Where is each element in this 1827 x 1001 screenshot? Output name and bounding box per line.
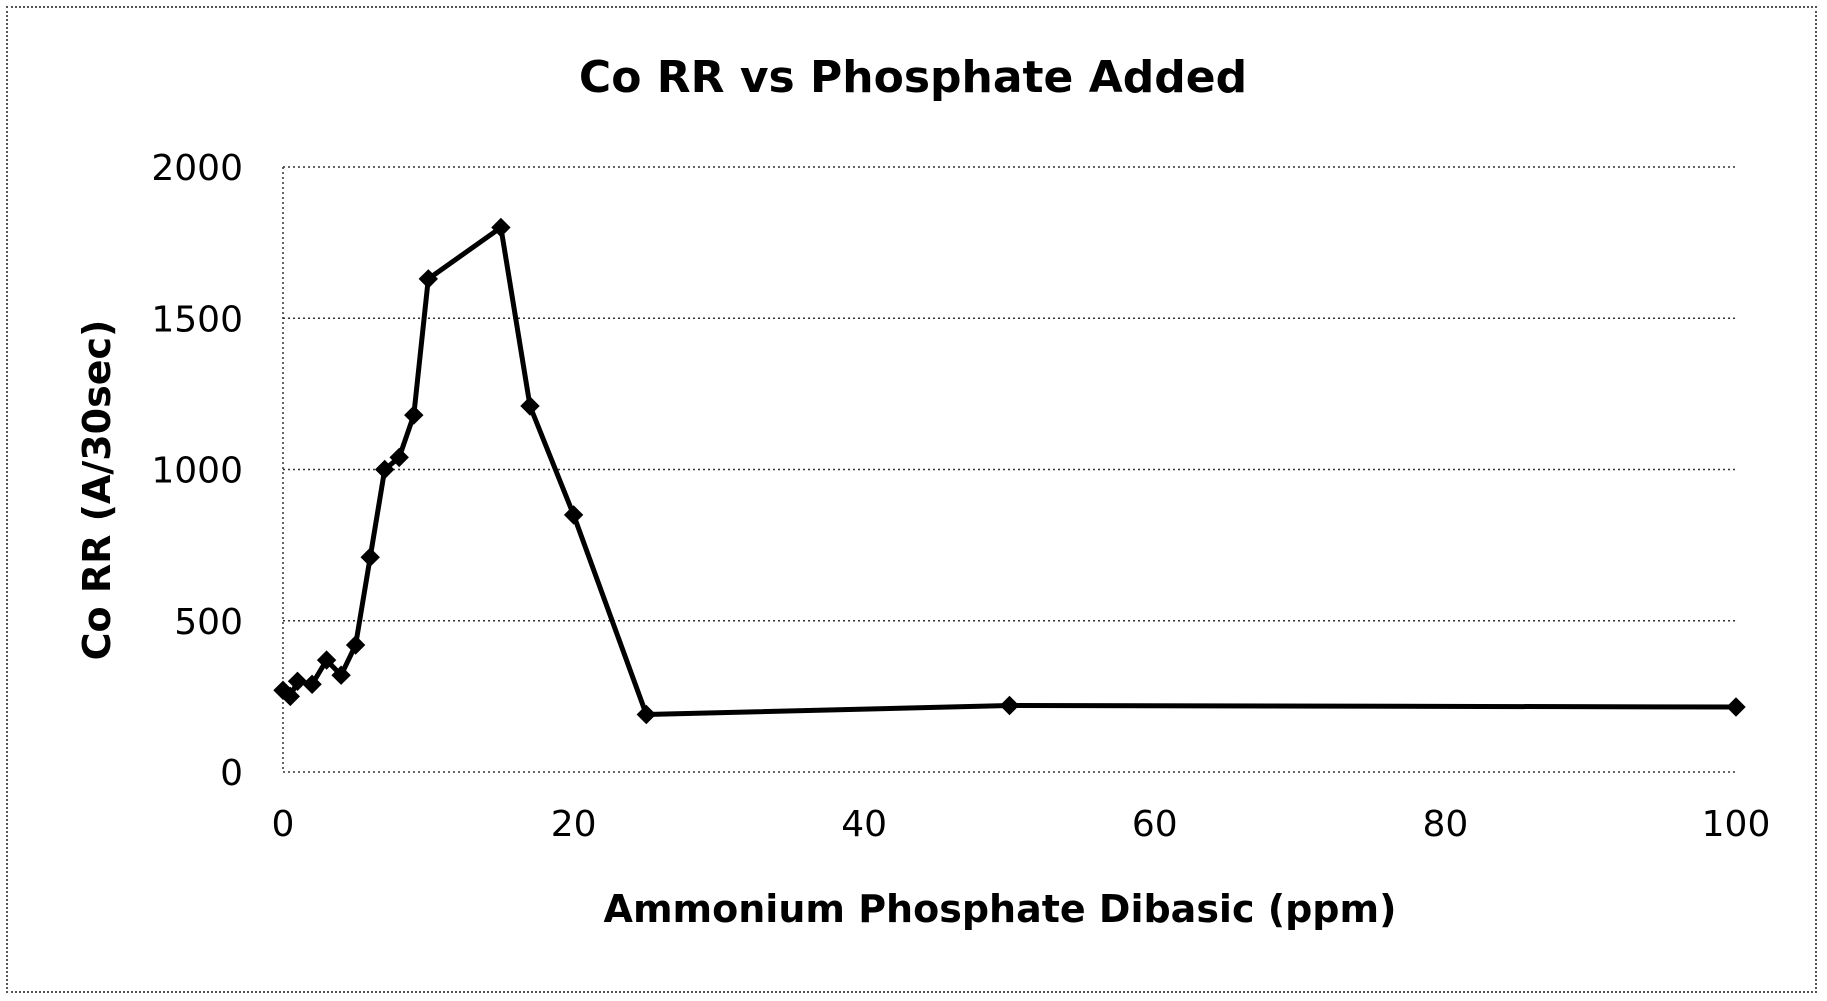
data-point-13 — [521, 397, 539, 415]
data-point-14 — [565, 506, 583, 524]
data-point-16 — [1001, 697, 1019, 715]
x-tick-label: 0 — [272, 804, 295, 845]
y-tick-label: 500 — [174, 602, 243, 643]
y-tick-label: 0 — [220, 753, 243, 794]
series — [283, 228, 1736, 715]
y-tick-label: 1500 — [151, 299, 243, 340]
markers — [274, 219, 1745, 724]
x-tick-label: 80 — [1422, 804, 1468, 845]
x-axis-ticks: 0 20 40 60 80 100 — [272, 804, 1771, 845]
x-tick-label: 60 — [1132, 804, 1178, 845]
y-axis-ticks: 0 500 1000 1500 2000 — [151, 148, 243, 794]
data-point-7 — [361, 548, 379, 566]
x-tick-label: 100 — [1702, 804, 1771, 845]
data-point-17 — [1727, 698, 1745, 716]
series-line-0 — [283, 228, 1736, 715]
data-point-10 — [405, 406, 423, 424]
y-axis-label: Co RR (A/30sec) — [75, 320, 119, 661]
chart-title: Co RR vs Phosphate Added — [579, 52, 1247, 103]
y-tick-label: 1000 — [151, 451, 243, 492]
x-tick-label: 40 — [841, 804, 887, 845]
x-axis-label: Ammonium Phosphate Dibasic (ppm) — [604, 887, 1397, 931]
data-point-15 — [637, 706, 655, 724]
y-tick-label: 2000 — [151, 148, 243, 189]
x-tick-label: 20 — [551, 804, 597, 845]
data-point-6 — [347, 636, 365, 654]
